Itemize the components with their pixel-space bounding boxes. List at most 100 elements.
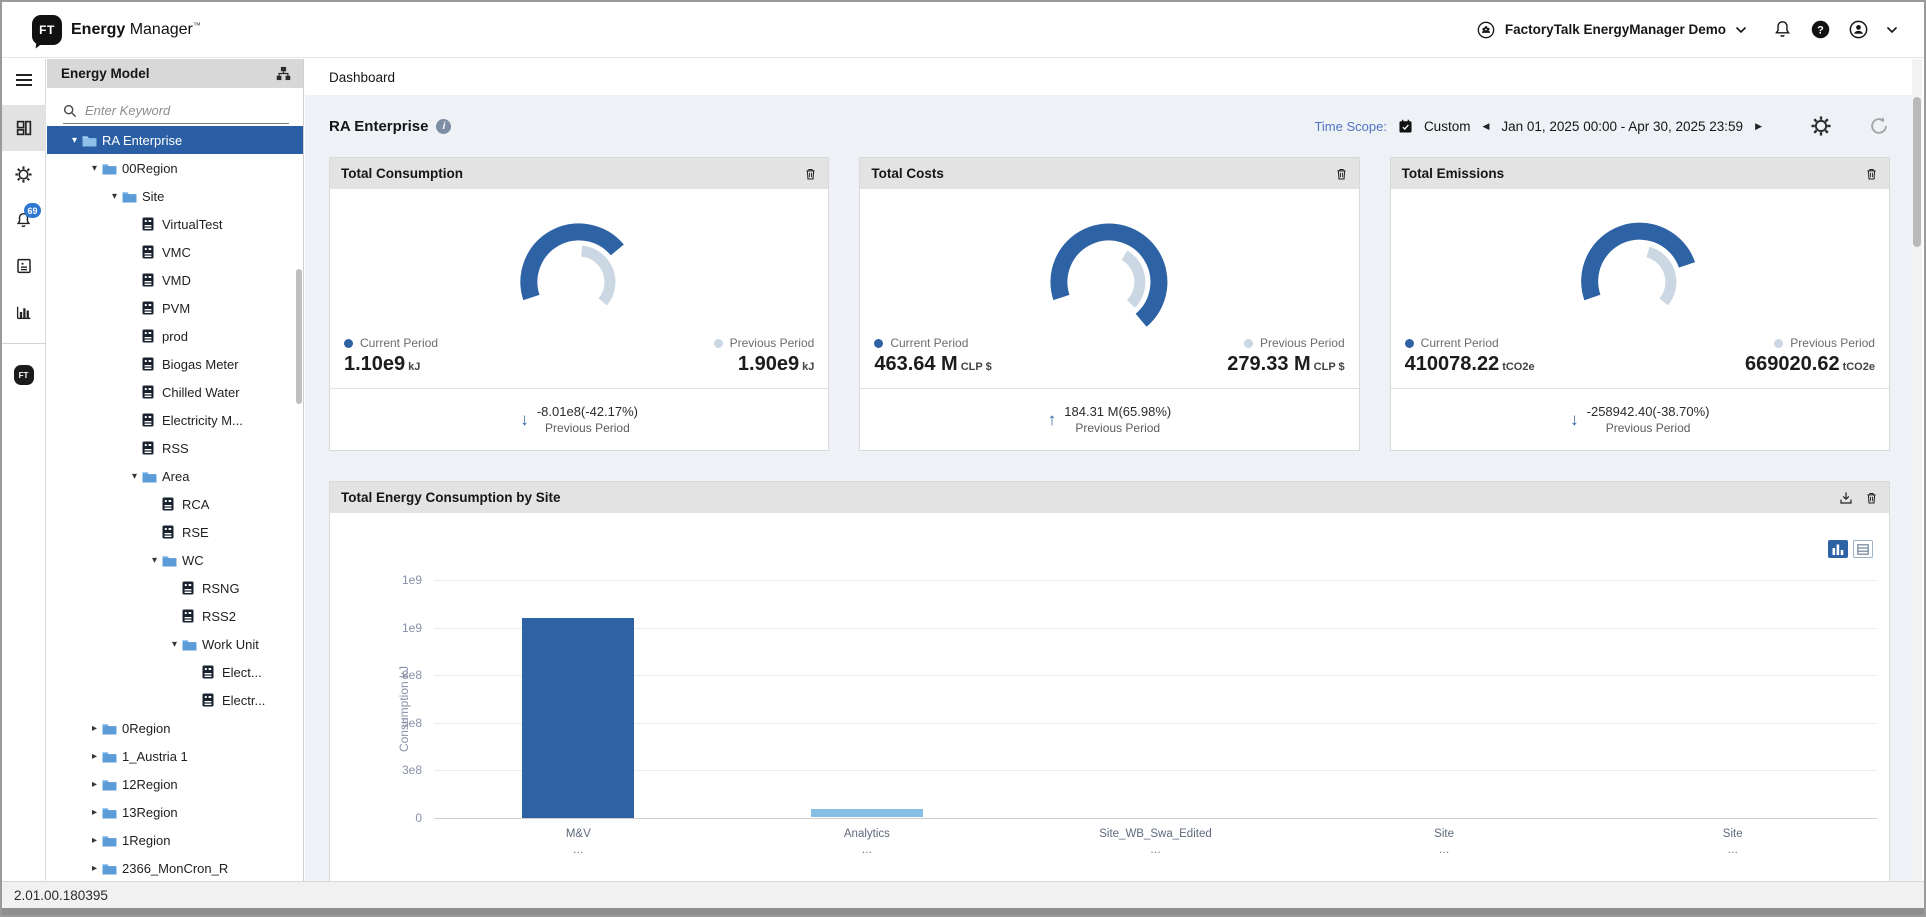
time-scope-mode[interactable]: Custom: [1423, 118, 1471, 134]
tree-node-wc[interactable]: ▾ WC: [47, 546, 303, 574]
tree-expand-icon[interactable]: ▸: [91, 778, 98, 790]
tree-node-ra-enterprise[interactable]: ▾ RA Enterprise: [47, 126, 303, 154]
tree-node-00region[interactable]: ▾ 00Region: [47, 154, 303, 182]
gridline: [434, 770, 1877, 771]
gauge-chart: [330, 189, 828, 336]
y-axis-tick: 0: [415, 810, 422, 825]
delta-caption: Previous Period: [1075, 421, 1161, 435]
bar-m-v[interactable]: [522, 618, 635, 818]
tree-node-rsng[interactable]: RSNG: [47, 574, 303, 602]
tree-node-rse[interactable]: RSE: [47, 518, 303, 546]
refresh-history-icon[interactable]: [1868, 115, 1890, 137]
app-header: FT Energy Manager™ FactoryTalk EnergyMan…: [2, 2, 1924, 58]
tree-node-elect-[interactable]: Elect...: [47, 658, 303, 686]
help-icon[interactable]: ?: [1810, 19, 1831, 40]
tree-collapse-icon[interactable]: ▾: [111, 190, 118, 202]
tree-node-pvm[interactable]: PVM: [47, 294, 303, 322]
info-icon[interactable]: i: [436, 118, 452, 134]
delta-value: -8.01e8(-42.17%): [536, 404, 638, 419]
tree-expand-icon[interactable]: ▸: [91, 862, 98, 874]
tree-node-site[interactable]: ▾ Site: [47, 182, 303, 210]
tree-node-electricity-m-[interactable]: Electricity M...: [47, 406, 303, 434]
previous-period-label: Previous Period: [1790, 336, 1875, 350]
tree-node-rca[interactable]: RCA: [47, 490, 303, 518]
tree-node-1-austria-1[interactable]: ▸ 1_Austria 1: [47, 742, 303, 770]
rail-notifications-icon[interactable]: 69: [2, 197, 46, 243]
tree-node-virtualtest[interactable]: VirtualTest: [47, 210, 303, 238]
tree-node-vmc[interactable]: VMC: [47, 238, 303, 266]
calendar-icon[interactable]: [1397, 118, 1414, 135]
kpi-card-total-costs: Total Costs Current Period 463.64 M CLP $ Pr…: [859, 157, 1360, 451]
tree-node-prod[interactable]: prod: [47, 322, 303, 350]
previous-period-dot: [1243, 338, 1253, 348]
delta-value: 184.31 M(65.98%): [1064, 404, 1172, 419]
tree-node-rss[interactable]: RSS: [47, 434, 303, 462]
kpi-card-header: Total Consumption: [330, 158, 829, 189]
kpi-delta: ↓ -8.01e8(-42.17%) Previous Period: [330, 388, 829, 450]
tree-node-12region[interactable]: ▸ 12Region: [47, 770, 303, 798]
tree-expand-icon[interactable]: ▸: [91, 834, 98, 846]
gridline: [434, 627, 1877, 629]
folder-icon: [142, 470, 162, 483]
tree-expand-icon[interactable]: ▸: [91, 806, 98, 818]
bar-analytics[interactable]: [810, 808, 923, 818]
tree-node-area[interactable]: ▾ Area: [47, 462, 303, 490]
delete-widget-icon[interactable]: [1334, 166, 1349, 182]
tenant-selector[interactable]: FactoryTalk EnergyManager Demo: [1476, 20, 1747, 40]
search-input[interactable]: [85, 103, 289, 118]
tree-node-rss2[interactable]: RSS2: [47, 602, 303, 630]
tree-collapse-icon[interactable]: ▾: [71, 134, 78, 146]
tree-node-2366-moncron-r[interactable]: ▸ 2366_MonCron_R: [47, 854, 303, 881]
kpi-legend: Current Period 1.10e9 kJ Previous Period 1.9…: [330, 336, 828, 388]
tree-node-label: RSE: [182, 524, 209, 540]
tree-node-work-unit[interactable]: ▾ Work Unit: [47, 630, 303, 658]
rail-meter-icon[interactable]: [2, 243, 46, 289]
tree-expand-icon[interactable]: ▸: [91, 722, 98, 734]
rail-factorytalk-icon[interactable]: FT: [2, 352, 46, 398]
chart-view-toggle-table-icon[interactable]: [1853, 540, 1873, 558]
tree-node-1region[interactable]: ▸ 1Region: [47, 826, 303, 854]
tree-collapse-icon[interactable]: ▾: [91, 162, 98, 174]
tree-node-label: VirtualTest: [162, 216, 223, 232]
tree-scrollbar[interactable]: [296, 269, 302, 404]
delete-widget-icon[interactable]: [803, 166, 818, 182]
folder-icon: [102, 806, 122, 819]
delete-widget-icon[interactable]: [1864, 490, 1879, 506]
tree-node-label: 12Region: [122, 776, 178, 792]
tree-node-13region[interactable]: ▸ 13Region: [47, 798, 303, 826]
tree-collapse-icon[interactable]: ▾: [151, 554, 158, 566]
notifications-icon[interactable]: [1772, 19, 1793, 40]
tree-collapse-icon[interactable]: ▾: [131, 470, 138, 482]
tree-node-biogas-meter[interactable]: Biogas Meter: [47, 350, 303, 378]
svg-text:?: ?: [1817, 24, 1824, 36]
account-chevron-down-icon[interactable]: [1886, 26, 1898, 34]
time-scope-range[interactable]: Jan 01, 2025 00:00 - Apr 30, 2025 23:59: [1501, 118, 1744, 134]
previous-period-value: 669020.62 tCO2e: [1745, 353, 1875, 375]
x-axis-label: M&V: [565, 827, 591, 840]
tab-dashboard[interactable]: Dashboard: [329, 69, 396, 85]
time-scope-prev-icon[interactable]: ◀: [1482, 120, 1490, 131]
account-icon[interactable]: [1848, 19, 1869, 40]
hierarchy-icon[interactable]: [276, 66, 291, 81]
rail-dashboard-icon[interactable]: [2, 105, 46, 151]
time-scope-next-icon[interactable]: ▶: [1755, 120, 1762, 131]
delete-widget-icon[interactable]: [1864, 166, 1879, 182]
tree-collapse-icon[interactable]: ▾: [171, 638, 178, 650]
tree-node-chilled-water[interactable]: Chilled Water: [47, 378, 303, 406]
window-scrollbar[interactable]: [1912, 59, 1922, 881]
folder-icon: [122, 190, 142, 203]
rail-settings-icon[interactable]: [2, 151, 46, 197]
tree-expand-icon[interactable]: ▸: [91, 750, 98, 762]
window-scrollbar-thumb[interactable]: [1913, 97, 1921, 247]
kpi-card-total-consumption: Total Consumption Current Period 1.10e9 kJ P…: [329, 157, 830, 451]
dashboard-settings-icon[interactable]: [1810, 115, 1832, 137]
rail-bar-chart-icon[interactable]: [2, 289, 46, 335]
download-icon[interactable]: [1838, 490, 1854, 506]
y-axis-tick: 5e8: [401, 715, 422, 730]
tree-node-vmd[interactable]: VMD: [47, 266, 303, 294]
previous-period-label: Previous Period: [729, 336, 815, 350]
chart-view-toggle-bar-icon[interactable]: [1828, 540, 1848, 558]
tree-node-0region[interactable]: ▸ 0Region: [47, 714, 303, 742]
tree-node-electr-[interactable]: Electr...: [47, 686, 303, 714]
rail-menu-icon[interactable]: [2, 59, 46, 101]
